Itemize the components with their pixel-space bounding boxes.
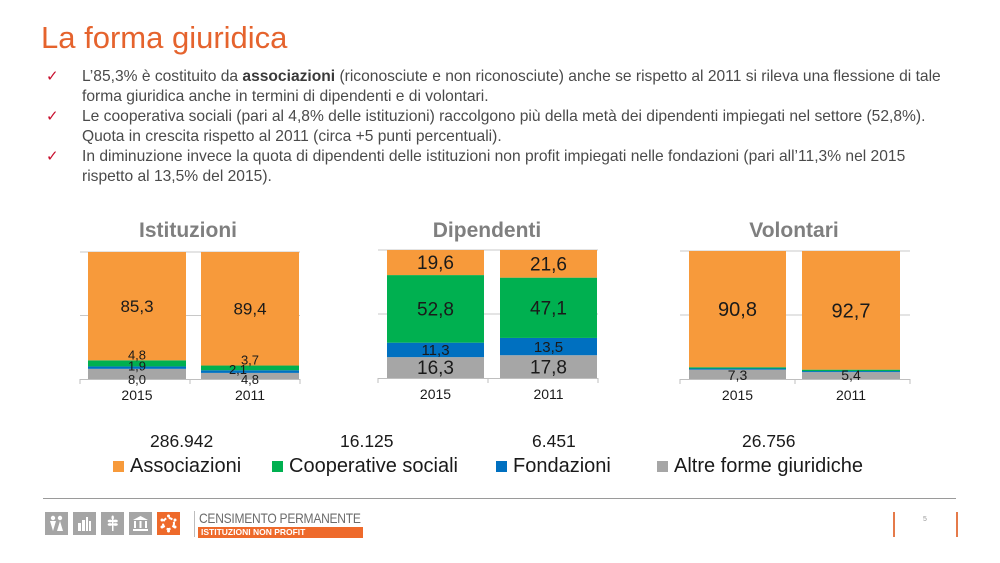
data-label: 4,8	[241, 372, 259, 387]
bar-segment-fondazioni-2015	[689, 368, 786, 370]
data-label: 5,4	[841, 367, 861, 383]
data-label: 19,6	[417, 253, 454, 274]
bullet-item: ✓ L’85,3% è costituito da associazioni (…	[40, 67, 960, 107]
bar-segment-associazioni-2011	[500, 250, 597, 278]
footer-divider	[43, 498, 956, 499]
bar-segment-fondazioni-2015	[88, 366, 186, 369]
data-label: 16,3	[417, 358, 454, 379]
data-label: 3,7	[241, 353, 259, 368]
logo-subtitle: ISTITUZIONI NON PROFIT	[198, 527, 363, 538]
data-label: 92,7	[832, 300, 871, 322]
industry-icon	[73, 512, 96, 535]
bar-segment-associazioni-2011	[802, 251, 900, 370]
bullet-text: (riconosciute e non riconosciute) anche …	[82, 68, 941, 105]
data-label: 1,9	[128, 358, 146, 373]
bar-segment-fondazioni-2015	[387, 342, 484, 358]
bar-segment-altre-forme-giuridiche-2015	[689, 369, 786, 379]
legend-label: Associazioni	[130, 455, 242, 477]
chart-volontari: 7,3 90,8 2015 5,4 92,7 2011	[679, 250, 911, 403]
total-altre: 26.756	[742, 431, 796, 451]
total-cooperative: 16.125	[340, 431, 394, 451]
chart-dipendenti: 16,311,3 52,8 19,6 2015 17,813,5 47,1 21,6 2011	[377, 249, 599, 402]
institution-icon	[129, 512, 152, 535]
page-bar-right	[956, 512, 958, 537]
bar-segment-associazioni-2011	[201, 252, 299, 366]
data-label: 21,6	[530, 254, 567, 275]
agriculture-icon	[101, 512, 124, 535]
legend-swatch	[496, 461, 507, 472]
bar-segment-cooperative-sociali-2015	[689, 367, 786, 369]
chart-legend: Associazioni Cooperative sociali Fondazi…	[0, 455, 1000, 481]
data-label: 89,4	[233, 300, 266, 319]
legend-label: Altre forme giuridiche	[674, 455, 863, 477]
logo-separator	[194, 511, 195, 537]
bar-segment-altre-forme-giuridiche-2015	[88, 368, 186, 379]
x-tick-label: 2015	[420, 386, 451, 402]
bullet-item: ✓ Le cooperativa sociali (pari al 4,8% d…	[40, 107, 960, 147]
total-fondazioni: 6.451	[532, 431, 576, 451]
data-label: 47,1	[530, 298, 567, 319]
chart-title-dipendenti: Dipendenti	[432, 219, 542, 242]
legend-swatch	[657, 461, 668, 472]
bullet-list: ✓ L’85,3% è costituito da associazioni (…	[40, 67, 960, 187]
legend-label: Fondazioni	[513, 455, 611, 477]
bar-segment-cooperative-sociali-2015	[387, 275, 484, 343]
legend-item-associazioni: Associazioni	[113, 455, 241, 478]
page-number: 5	[923, 516, 927, 523]
people-icon	[45, 512, 68, 535]
chart-title-istituzioni: Istituzioni	[139, 219, 237, 242]
bullet-text: In diminuzione invece la quota di dipend…	[82, 148, 906, 185]
logo-icons	[45, 512, 180, 535]
bar-segment-associazioni-2015	[387, 250, 484, 276]
data-label: 8,0	[128, 372, 146, 387]
slide-title: La forma giuridica	[41, 20, 288, 55]
legend-swatch	[272, 461, 283, 472]
bullet-bold-text: associazioni	[242, 68, 336, 85]
bar-segment-altre-forme-giuridiche-2011	[500, 355, 597, 378]
bar-segment-associazioni-2015	[88, 252, 186, 361]
bar-segment-altre-forme-giuridiche-2011	[201, 372, 299, 379]
bar-segment-cooperative-sociali-2011	[802, 369, 900, 372]
check-icon: ✓	[46, 148, 59, 165]
bar-segment-fondazioni-2011	[802, 371, 900, 373]
data-label: 11,3	[421, 342, 449, 359]
bar-segment-fondazioni-2011	[201, 370, 299, 373]
check-icon: ✓	[46, 68, 59, 85]
bar-segment-cooperative-sociali-2011	[201, 365, 299, 371]
logo-title: CENSIMENTO PERMANENTE	[199, 510, 361, 526]
x-tick-label: 2011	[836, 387, 866, 403]
data-label: 90,8	[718, 299, 757, 321]
bar-segment-altre-forme-giuridiche-2015	[387, 357, 484, 378]
legend-item-cooperative: Cooperative sociali	[272, 455, 458, 478]
legend-item-altre: Altre forme giuridiche	[657, 455, 863, 478]
data-label: 52,8	[417, 300, 454, 321]
data-label: 7,3	[728, 367, 748, 383]
x-tick-label: 2011	[235, 387, 265, 403]
bullet-text: L’85,3% è costituito da	[82, 68, 243, 85]
x-tick-label: 2015	[121, 387, 152, 403]
page-bar-left	[893, 512, 895, 537]
nonprofit-icon	[157, 512, 180, 535]
bullet-text: Le cooperativa sociali (pari al 4,8% del…	[82, 108, 926, 145]
total-associazioni: 286.942	[150, 431, 214, 451]
legend-label: Cooperative sociali	[289, 455, 458, 477]
data-label: 17,8	[530, 357, 567, 378]
data-label: 13,5	[534, 339, 563, 356]
bullet-item: ✓ In diminuzione invece la quota di dipe…	[40, 147, 960, 187]
bar-segment-associazioni-2015	[689, 251, 786, 368]
check-icon: ✓	[46, 108, 59, 125]
bar-segment-cooperative-sociali-2015	[88, 360, 186, 367]
x-tick-label: 2015	[722, 387, 753, 403]
legend-swatch	[113, 461, 124, 472]
x-tick-label: 2011	[533, 386, 563, 402]
data-label: 4,8	[128, 347, 146, 362]
bar-segment-cooperative-sociali-2011	[500, 277, 597, 338]
bar-segment-altre-forme-giuridiche-2011	[802, 372, 900, 379]
data-label: 2,1	[229, 362, 247, 377]
data-label: 85,3	[120, 297, 153, 316]
bar-segment-fondazioni-2011	[500, 337, 597, 356]
chart-title-volontari: Volontari	[749, 219, 839, 242]
legend-item-fondazioni: Fondazioni	[496, 455, 611, 478]
